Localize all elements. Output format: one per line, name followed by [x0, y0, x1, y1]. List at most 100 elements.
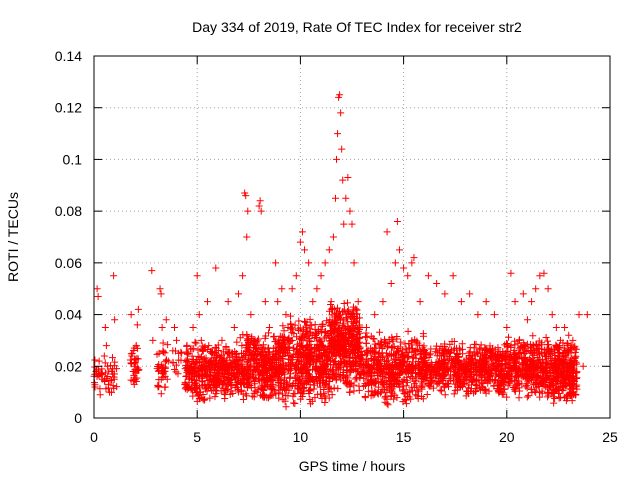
data-point	[101, 324, 109, 331]
data-point	[279, 396, 287, 404]
data-point	[341, 338, 349, 346]
data-point	[201, 343, 209, 351]
data-point	[550, 399, 558, 407]
data-point	[217, 354, 225, 362]
data-point	[556, 336, 564, 344]
data-point	[134, 305, 142, 313]
data-point	[197, 366, 205, 374]
data-point	[333, 155, 341, 163]
data-point	[278, 332, 286, 340]
data-point	[108, 354, 116, 362]
data-point	[186, 374, 194, 382]
data-point	[330, 328, 338, 336]
data-point	[565, 331, 573, 339]
data-point	[475, 371, 483, 379]
data-point	[569, 370, 577, 378]
data-point	[434, 372, 442, 380]
data-point	[160, 348, 168, 356]
x-axis-label: GPS time / hours	[299, 458, 406, 474]
data-point	[327, 300, 335, 308]
data-point	[94, 292, 102, 300]
data-point	[327, 385, 335, 393]
data-point	[567, 343, 575, 351]
data-point	[132, 342, 140, 350]
data-point	[352, 310, 360, 318]
data-point	[272, 259, 280, 267]
data-point	[305, 357, 313, 365]
data-point	[318, 395, 326, 403]
data-point	[107, 362, 115, 370]
data-point	[295, 317, 303, 325]
data-point	[334, 334, 342, 342]
data-point	[385, 383, 393, 391]
data-point	[514, 339, 522, 347]
data-point	[240, 353, 248, 361]
data-point	[284, 366, 292, 374]
data-point	[363, 379, 371, 387]
y-tick-label: 0.14	[55, 48, 82, 64]
data-point	[272, 337, 280, 345]
data-point	[528, 348, 536, 356]
data-point	[478, 372, 486, 380]
data-point	[315, 345, 323, 353]
data-point	[501, 378, 509, 386]
data-point	[287, 337, 295, 345]
data-point	[251, 348, 259, 356]
data-point	[205, 381, 213, 389]
data-point	[446, 348, 454, 356]
data-point	[567, 384, 575, 392]
data-point	[260, 347, 268, 355]
data-point	[366, 369, 374, 377]
data-point	[424, 361, 432, 369]
data-point	[263, 351, 271, 359]
data-point	[383, 358, 391, 366]
data-point	[495, 357, 503, 365]
data-point	[344, 309, 352, 317]
data-point	[325, 246, 333, 254]
data-point	[569, 336, 577, 344]
data-point	[432, 345, 440, 353]
data-point	[350, 259, 358, 267]
data-point	[332, 357, 340, 365]
data-point	[287, 382, 295, 390]
data-point	[373, 360, 381, 368]
data-point	[274, 298, 282, 306]
data-point	[211, 393, 219, 401]
data-point	[329, 353, 337, 361]
chart-title: Day 334 of 2019, Rate Of TEC Index for r…	[192, 19, 522, 35]
data-point	[286, 359, 294, 367]
data-point	[419, 395, 427, 403]
data-point	[131, 355, 139, 363]
data-point	[393, 373, 401, 381]
data-point	[286, 373, 294, 381]
data-point	[310, 359, 318, 367]
data-point	[199, 378, 207, 386]
data-point	[279, 322, 287, 330]
data-point	[290, 390, 298, 398]
data-point	[383, 399, 391, 407]
data-point	[251, 366, 259, 374]
data-point	[405, 361, 413, 369]
data-point	[164, 357, 172, 365]
data-point	[251, 356, 259, 364]
data-point	[450, 390, 458, 398]
data-point	[331, 311, 339, 319]
data-point	[211, 359, 219, 367]
data-point	[451, 357, 459, 365]
data-point	[260, 379, 268, 387]
data-point	[388, 371, 396, 379]
data-point	[187, 362, 195, 370]
data-point	[185, 375, 193, 383]
x-tick-label: 15	[396, 429, 412, 445]
data-point	[218, 336, 226, 344]
data-point	[212, 382, 220, 390]
data-point	[361, 394, 369, 402]
data-point	[305, 390, 313, 398]
data-point	[193, 397, 201, 405]
data-points	[90, 91, 591, 411]
data-point	[301, 367, 309, 375]
data-point	[344, 337, 352, 345]
data-point	[129, 367, 137, 375]
data-point	[205, 381, 213, 389]
data-point	[377, 378, 385, 386]
